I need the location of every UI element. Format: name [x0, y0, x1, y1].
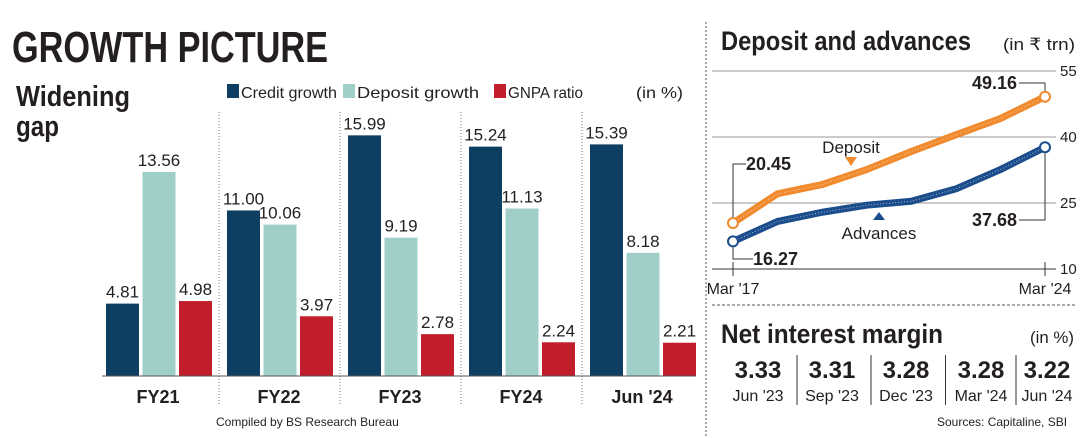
bar-deposit-growth	[384, 237, 418, 376]
bar-value-label: 13.56	[138, 151, 181, 170]
nim-value: 3.28	[958, 357, 1005, 384]
legend-swatch-deposit	[343, 84, 355, 98]
bar-value-label: 4.98	[179, 280, 212, 299]
nim-period: Jun '24	[1021, 388, 1072, 405]
bar-gnpa-ratio	[542, 342, 575, 376]
legend-swatch-credit	[227, 84, 239, 98]
bar-value-label: 15.39	[585, 123, 628, 142]
callout-leader	[1019, 153, 1046, 221]
y-tick-label: 25	[1060, 195, 1077, 212]
nim-table: 3.33 Jun '23 3.31 Sep '23 3.28 Dec '23 3.28 Mar…	[732, 355, 1073, 405]
callout-leader	[732, 163, 746, 218]
nim-value: 3.33	[735, 357, 782, 384]
line-highlight	[732, 146, 1046, 242]
bar-gnpa-ratio	[663, 342, 696, 376]
legend-swatch-gnpa	[494, 84, 506, 98]
y-tick-label: 40	[1060, 129, 1077, 146]
bar-deposit-growth	[505, 208, 539, 376]
endpoint-marker	[1039, 90, 1051, 103]
bar-value-label: 8.18	[626, 232, 659, 251]
bar-value-label: 3.97	[300, 295, 333, 314]
bar-deposit-growth	[626, 252, 660, 376]
y-tick-label: 10	[1060, 261, 1077, 278]
endpoint-marker	[1039, 141, 1051, 154]
x-tick-label: Mar '24	[1019, 281, 1072, 298]
bar-gnpa-ratio	[421, 334, 454, 376]
nim-period: Dec '23	[879, 388, 933, 405]
nim-period: Jun '23	[732, 388, 783, 405]
callout-label: 37.68	[972, 210, 1017, 230]
bar-value-label: 9.19	[384, 217, 417, 236]
bar-credit-growth	[348, 135, 381, 376]
bar-credit-growth	[590, 144, 623, 376]
legend-label-gnpa: GNPA ratio	[508, 85, 583, 102]
category-label: Jun '24	[611, 387, 672, 407]
nim-value: 3.31	[809, 357, 856, 384]
bar-credit-growth	[227, 210, 260, 376]
bar-deposit-growth	[142, 171, 176, 376]
y-tick-label: 55	[1060, 63, 1077, 80]
bar-gnpa-ratio	[300, 316, 333, 376]
line-chart-title: Deposit and advances	[721, 26, 971, 56]
bar-credit-growth	[469, 146, 502, 376]
callout-leader	[732, 247, 753, 260]
bar-gnpa-ratio	[179, 301, 212, 376]
line-source: Sources: Capitaline, SBI	[937, 415, 1067, 429]
callout-label: 16.27	[753, 249, 798, 269]
bar-value-label: 11.13	[501, 187, 542, 206]
series-label-deposit: Deposit	[822, 138, 880, 157]
bar-source: Compiled by BS Research Bureau	[216, 415, 399, 429]
bar-value-label: 15.24	[464, 126, 507, 145]
category-label: FY21	[136, 387, 179, 407]
callout-leader	[1019, 82, 1046, 91]
bar-value-label: 10.06	[259, 204, 302, 223]
bar-subtitle-line2: gap	[16, 111, 59, 143]
bar-credit-growth	[106, 303, 139, 376]
callout-label: 49.16	[972, 73, 1017, 93]
category-label: FY23	[378, 387, 421, 407]
bar-deposit-growth	[263, 224, 297, 376]
bar-value-label: 2.78	[421, 313, 454, 332]
bar-value-label: 2.21	[663, 322, 696, 341]
nim-value: 3.28	[883, 357, 930, 384]
endpoint-marker	[727, 235, 739, 248]
category-label: FY24	[499, 387, 542, 407]
series-label-advances: Advances	[842, 224, 917, 243]
legend-label-deposit: Deposit growth	[357, 85, 479, 102]
bar-unit-label: (in %)	[636, 85, 683, 102]
x-tick-label: Mar '17	[707, 281, 760, 298]
bar-value-label: 15.99	[343, 114, 386, 133]
deposit-marker-icon	[845, 157, 857, 166]
bar-legend: Credit growth Deposit growth GNPA ratio …	[227, 84, 683, 102]
endpoint-marker	[727, 217, 739, 230]
line-chart: 55 40 25 10 Mar '17 Mar '24 20.45 16.27 49.16 37.…	[707, 63, 1077, 298]
category-label: FY22	[257, 387, 300, 407]
nim-unit: (in %)	[1030, 328, 1074, 347]
advances-marker-icon	[873, 212, 885, 220]
bar-value-label: 2.24	[542, 321, 575, 340]
line-chart-unit: (in ₹ trn)	[1003, 35, 1075, 54]
nim-period: Mar '24	[955, 388, 1008, 405]
main-title: GROWTH PICTURE	[12, 23, 328, 72]
bar-value-label: 4.81	[106, 283, 139, 302]
callout-label: 20.45	[746, 154, 791, 174]
nim-period: Sep '23	[805, 388, 859, 405]
bar-subtitle-line1: Widening	[16, 81, 130, 113]
legend-label-credit: Credit growth	[241, 85, 337, 102]
nim-value: 3.22	[1024, 357, 1071, 384]
line-highlight	[732, 96, 1046, 224]
bar-value-label: 11.00	[223, 189, 264, 208]
nim-title: Net interest margin	[721, 319, 943, 349]
